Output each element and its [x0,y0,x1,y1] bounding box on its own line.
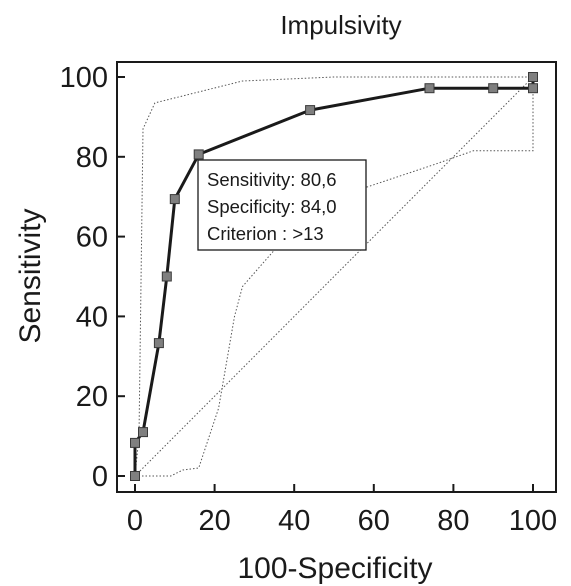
roc-point-marker [169,194,180,205]
x-tick-label: 100 [509,505,557,537]
y-tick-label: 0 [92,461,108,493]
annotation-box [197,159,367,251]
plot-frame [116,61,557,493]
y-axis-label: Sensitivity [14,208,47,343]
annotation-specificity: Specificity: 84,0 [207,196,337,217]
x-tick-label: 20 [198,505,230,537]
x-tick-label: 60 [358,505,390,537]
x-tick-label: 0 [127,505,143,537]
roc-point-marker [153,338,164,349]
confidence-bound-lower-line [135,77,534,477]
roc-point-marker [138,427,148,438]
x-tick-label: 40 [278,505,310,537]
roc-point-marker [193,149,204,160]
y-tick-label: 20 [76,381,108,413]
roc-point-marker [161,271,172,282]
chart-title: Impulsivity [280,10,401,40]
roc-point-marker [528,72,538,82]
roc-point-marker [305,105,316,116]
y-tick-label: 80 [76,142,108,174]
roc-point-marker [488,83,499,94]
roc-point-marker [528,83,538,94]
x-axis-label: 100-Specificity [237,552,432,585]
roc-point-marker [424,83,435,94]
y-tick-label: 100 [60,62,108,94]
reference-diagonal-line [134,76,534,477]
roc-point-marker [130,437,140,448]
annotation-criterion: Criterion : >13 [207,223,324,244]
y-tick-label: 60 [76,222,108,254]
y-tick-label: 40 [76,301,108,333]
annotation-sensitivity: Sensitivity: 80,6 [207,169,337,190]
roc-point-marker [130,471,140,481]
confidence-bound-upper-line [134,76,533,477]
criterion-annotation: Sensitivity: 80,6 Specificity: 84,0 Crit… [197,159,367,251]
x-tick-label: 80 [437,505,469,537]
